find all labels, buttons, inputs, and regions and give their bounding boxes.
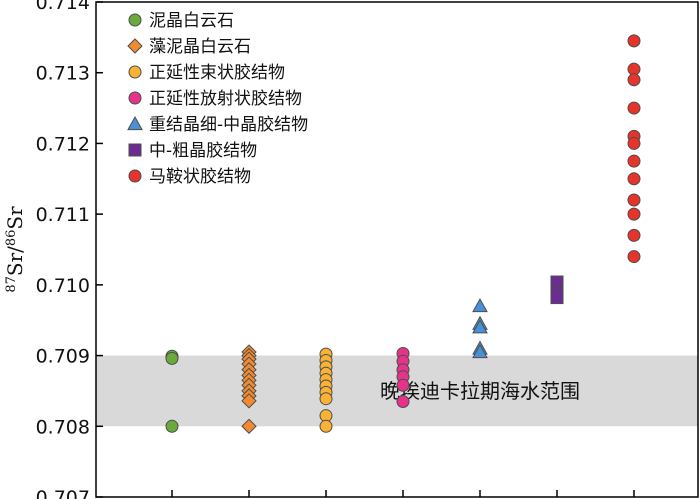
data-point bbox=[627, 154, 641, 168]
legend: 泥晶白云石藻泥晶白云石正延性束状胶结物正延性放射状胶结物重结晶细-中晶胶结物中-… bbox=[127, 11, 308, 187]
series-1 bbox=[165, 349, 179, 433]
legend-marker bbox=[127, 115, 143, 131]
data-point bbox=[319, 419, 333, 433]
series-7 bbox=[627, 34, 641, 264]
legend-label: 重结晶细-中晶胶结物 bbox=[149, 115, 308, 135]
series-5 bbox=[472, 298, 488, 359]
legend-marker bbox=[128, 91, 142, 105]
data-point bbox=[319, 392, 333, 406]
data-point bbox=[396, 395, 410, 409]
y-axis-label-base2: Sr bbox=[3, 206, 27, 230]
legend-label: 正延性束状胶结物 bbox=[149, 63, 285, 83]
legend-marker bbox=[128, 143, 142, 157]
legend-label: 泥晶白云石 bbox=[149, 11, 234, 31]
data-point bbox=[627, 34, 641, 48]
legend-label: 中-粗晶胶结物 bbox=[149, 141, 257, 161]
legend-marker bbox=[128, 13, 142, 27]
legend-label: 马鞍状胶结物 bbox=[149, 167, 251, 187]
legend-label: 藻泥晶白云石 bbox=[149, 37, 251, 57]
series-6 bbox=[550, 275, 564, 305]
data-point bbox=[627, 207, 641, 221]
y-tick-label: 0.709 bbox=[36, 346, 90, 368]
data-point bbox=[165, 351, 179, 365]
data-point bbox=[396, 378, 410, 392]
legend-marker bbox=[128, 65, 142, 79]
legend-item: 藻泥晶白云石 bbox=[127, 37, 251, 57]
y-tick-label: 0.708 bbox=[36, 416, 90, 438]
series-3 bbox=[319, 347, 333, 433]
data-point bbox=[627, 193, 641, 207]
seawater-range-label: 晚埃迪卡拉期海水范围 bbox=[380, 379, 580, 403]
y-tick-label: 0.711 bbox=[36, 204, 90, 226]
data-point bbox=[627, 250, 641, 264]
data-point bbox=[241, 393, 257, 409]
legend-item: 重结晶细-中晶胶结物 bbox=[127, 115, 308, 135]
legend-marker bbox=[128, 169, 142, 183]
data-point bbox=[472, 298, 488, 313]
data-point bbox=[627, 172, 641, 186]
legend-item: 马鞍状胶结物 bbox=[128, 167, 251, 187]
legend-item: 泥晶白云石 bbox=[128, 11, 234, 31]
legend-item: 正延性束状胶结物 bbox=[128, 63, 285, 83]
data-point bbox=[627, 228, 641, 242]
data-point bbox=[241, 418, 257, 434]
data-points-layer bbox=[165, 34, 641, 434]
svg-text:87Sr/86Sr: 87Sr/86Sr bbox=[3, 206, 27, 293]
data-point bbox=[472, 319, 488, 334]
plot-frame bbox=[95, 1, 699, 498]
data-point bbox=[627, 101, 641, 115]
data-point bbox=[627, 136, 641, 150]
series-4 bbox=[396, 346, 410, 409]
y-axis-label-base1: Sr/ bbox=[3, 246, 27, 276]
legend-item: 中-粗晶胶结物 bbox=[128, 141, 257, 161]
y-tick-label: 0.710 bbox=[36, 275, 90, 297]
data-point bbox=[627, 73, 641, 87]
data-point bbox=[165, 419, 179, 433]
y-axis-label-sup2: 86 bbox=[4, 230, 19, 247]
legend-item: 正延性放射状胶结物 bbox=[128, 89, 302, 109]
legend-marker bbox=[127, 38, 143, 54]
y-tick-label: 0.707 bbox=[36, 487, 90, 499]
y-tick-label: 0.714 bbox=[36, 0, 90, 14]
axes-layer: 0.707 0.708 0.709 0.710 0.711 0.712 0.713 0.714 bbox=[36, 0, 699, 499]
series-2 bbox=[241, 344, 257, 434]
data-point bbox=[472, 344, 488, 359]
data-point bbox=[550, 291, 564, 305]
legend-label: 正延性放射状胶结物 bbox=[149, 89, 302, 109]
y-tick-label: 0.713 bbox=[36, 63, 90, 85]
y-tick-label: 0.712 bbox=[36, 133, 90, 155]
y-axis-label: 87Sr/86Sr bbox=[3, 206, 27, 293]
y-axis-label-sup1: 87 bbox=[4, 276, 19, 293]
